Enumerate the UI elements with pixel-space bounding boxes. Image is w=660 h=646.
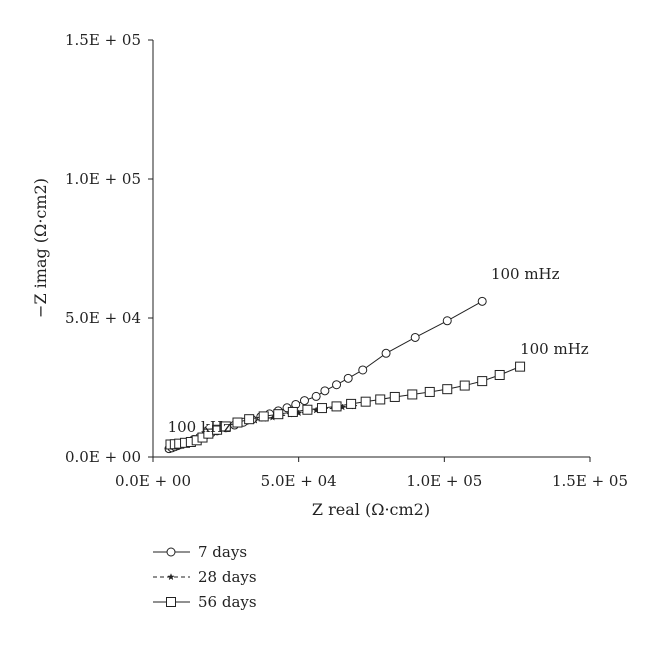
data-point-56-days <box>494 369 505 380</box>
data-point-56-days <box>442 384 453 395</box>
y-tick-label: 1.5E + 05 <box>65 31 141 49</box>
annotation-label: 100 kHz <box>168 418 232 436</box>
legend-label-56-days: 56 days <box>198 593 257 611</box>
x-tick-label: 5.0E + 04 <box>261 472 337 490</box>
x-tick-label: 1.0E + 05 <box>406 472 482 490</box>
data-point-56-days <box>287 406 298 417</box>
y-tick-label: 1.0E + 05 <box>65 170 141 188</box>
data-point-7-days <box>299 396 309 406</box>
data-point-56-days <box>302 404 313 415</box>
legend-item-28-days: 28 days <box>153 568 257 586</box>
data-point-7-days <box>442 316 452 326</box>
data-point-7-days <box>311 391 321 401</box>
legend: 7 days 28 days 56 days <box>153 543 257 611</box>
data-point-7-days <box>381 348 391 358</box>
data-point-56-days <box>258 411 269 422</box>
x-ticks: 0.0E + 00 5.0E + 04 1.0E + 05 1.5E + 05 <box>115 457 628 490</box>
data-point-7-days <box>477 296 487 306</box>
x-axis: 0.0E + 00 5.0E + 04 1.0E + 05 1.5E + 05 Z r… <box>115 456 628 519</box>
y-ticks: 0.0E + 00 5.0E + 04 1.0E + 05 1.5E + 05 <box>65 31 153 466</box>
legend-marker-28-days <box>167 573 175 581</box>
data-point-56-days <box>316 403 327 414</box>
x-tick-label: 1.5E + 05 <box>552 472 628 490</box>
data-point-7-days <box>343 373 353 383</box>
legend-item-7-days: 7 days <box>153 543 247 561</box>
legend-label-7-days: 7 days <box>198 543 247 561</box>
data-point-7-days <box>332 380 342 390</box>
data-point-56-days <box>424 386 435 397</box>
data-point-56-days <box>244 414 255 425</box>
series-56-days <box>165 361 526 450</box>
data-point-56-days <box>360 396 371 407</box>
data-point-56-days <box>273 409 284 420</box>
plot-area <box>163 296 526 454</box>
y-axis-title: −Z imag (Ω·cm2) <box>31 178 50 318</box>
y-tick-label: 0.0E + 00 <box>65 448 141 466</box>
annotation-label: 100 mHz <box>491 265 560 283</box>
annotations: 100 mHz 100 mHz 100 kHz <box>168 265 589 436</box>
data-point-56-days <box>220 421 231 432</box>
data-point-56-days <box>515 361 526 372</box>
legend-marker-56-days <box>166 597 176 607</box>
legend-label-28-days: 28 days <box>198 568 257 586</box>
data-point-7-days <box>320 386 330 396</box>
data-point-7-days <box>410 332 420 342</box>
x-tick-label: 0.0E + 00 <box>115 472 191 490</box>
annotation-label: 100 mHz <box>520 340 589 358</box>
data-point-56-days <box>407 389 418 400</box>
data-point-7-days <box>358 365 368 375</box>
data-point-56-days <box>232 417 243 428</box>
data-point-56-days <box>477 376 488 387</box>
data-point-56-days <box>346 398 357 409</box>
data-point-56-days <box>459 380 470 391</box>
data-point-56-days <box>375 394 386 405</box>
legend-marker-7-days <box>166 547 176 557</box>
y-tick-label: 5.0E + 04 <box>65 309 141 327</box>
x-axis-title: Z real (Ω·cm2) <box>312 500 430 519</box>
legend-item-56-days: 56 days <box>153 593 257 611</box>
data-point-56-days <box>389 391 400 402</box>
y-axis: 0.0E + 00 5.0E + 04 1.0E + 05 1.5E + 05 −Z … <box>31 31 154 466</box>
data-point-56-days <box>331 401 342 412</box>
